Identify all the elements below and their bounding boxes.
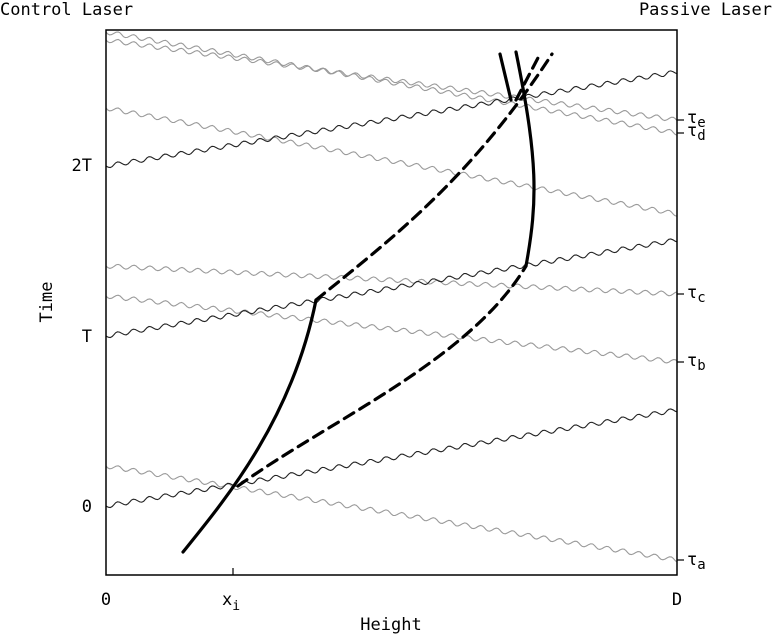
y-tick-2t: 2T — [72, 156, 92, 176]
passive-pulse — [106, 40, 677, 121]
tau-b-label: τb — [687, 351, 706, 374]
tau-e-label: τe — [687, 108, 706, 131]
solid-trajectory-top — [500, 54, 511, 100]
control-pulse — [106, 71, 677, 168]
x-axis-title: Height — [360, 615, 421, 635]
passive-pulse — [106, 466, 677, 562]
tau-a-label: τa — [687, 550, 706, 573]
tau-labels: τa τb τc τd τe — [677, 108, 706, 573]
passive-laser-waves — [106, 32, 677, 562]
dashed-trajectory-upper-left — [316, 54, 552, 300]
trajectories — [183, 52, 552, 552]
control-pulse — [106, 239, 677, 338]
solid-trajectory-lower — [183, 300, 316, 552]
y-tick-t: T — [82, 327, 92, 347]
control-laser-waves — [106, 71, 677, 508]
x-tick-0: 0 — [101, 590, 111, 610]
x-tick-xi: xi — [222, 590, 240, 614]
passive-pulse — [106, 108, 677, 216]
dashed-trajectory-lower — [238, 266, 526, 486]
y-tick-0: 0 — [82, 497, 92, 517]
passive-pulse — [106, 264, 677, 295]
x-tick-d: D — [672, 590, 682, 610]
y-axis: 0 T 2T Time — [37, 156, 92, 517]
control-laser-label: Control Laser — [0, 0, 133, 20]
control-pulse — [106, 409, 677, 508]
passive-pulse — [106, 295, 677, 363]
y-axis-title: Time — [37, 282, 57, 323]
tau-c-label: τc — [687, 283, 706, 306]
passive-laser-label: Passive Laser — [639, 0, 772, 20]
x-axis: 0 xi D Height — [101, 568, 682, 635]
